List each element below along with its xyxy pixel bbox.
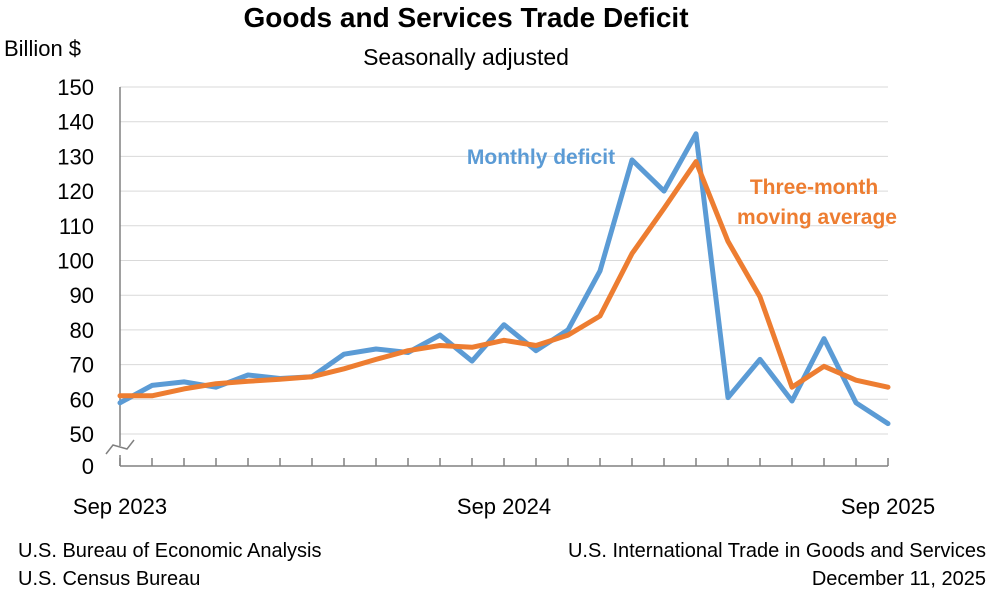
x-tick-label: Sep 2024 bbox=[457, 494, 551, 519]
y-tick-label: 0 bbox=[82, 454, 94, 479]
axes bbox=[105, 87, 889, 467]
y-tick-labels: 0 50 60 70 80 90 100 110 120 130 140 150 bbox=[57, 75, 94, 479]
x-tick-labels: Sep 2023 Sep 2024 Sep 2025 bbox=[73, 494, 935, 519]
chart-subtitle: Seasonally adjusted bbox=[363, 44, 569, 70]
source-census: U.S. Census Bureau bbox=[18, 568, 201, 590]
y-tick-label: 110 bbox=[59, 214, 94, 239]
source-left: U.S. Bureau of Economic Analysis U.S. Ce… bbox=[18, 537, 321, 593]
chart-title: Goods and Services Trade Deficit bbox=[243, 2, 689, 33]
y-tick-label: 80 bbox=[70, 318, 94, 343]
y-tick-label: 70 bbox=[70, 353, 94, 378]
series-label-average-line2: moving average bbox=[737, 206, 897, 229]
y-tick-label: 130 bbox=[57, 144, 94, 169]
y-tick-label: 50 bbox=[70, 422, 94, 447]
source-right: U.S. International Trade in Goods and Se… bbox=[568, 537, 986, 593]
y-axis-unit-label: Billion $ bbox=[4, 36, 82, 61]
series-line-three-month-average bbox=[117, 159, 891, 399]
y-tick-label: 140 bbox=[57, 110, 94, 135]
series-line-monthly-deficit bbox=[117, 131, 891, 427]
y-tick-label: 120 bbox=[57, 179, 94, 204]
y-tick-label: 60 bbox=[70, 387, 94, 412]
y-tick-label: 100 bbox=[57, 249, 94, 274]
series-lines bbox=[117, 131, 891, 427]
x-tick-label: Sep 2023 bbox=[73, 494, 167, 519]
x-tick-label: Sep 2025 bbox=[841, 494, 935, 519]
source-bea: U.S. Bureau of Economic Analysis bbox=[18, 540, 322, 562]
axis-break-mark bbox=[105, 439, 135, 455]
series-label-monthly: Monthly deficit bbox=[467, 146, 615, 169]
release-date: December 11, 2025 bbox=[811, 568, 986, 590]
y-tick-label: 150 bbox=[57, 75, 94, 100]
y-tick-label: 90 bbox=[70, 283, 94, 308]
release-title: U.S. International Trade in Goods and Se… bbox=[567, 540, 986, 562]
series-label-average-line1: Three-month bbox=[750, 176, 878, 199]
